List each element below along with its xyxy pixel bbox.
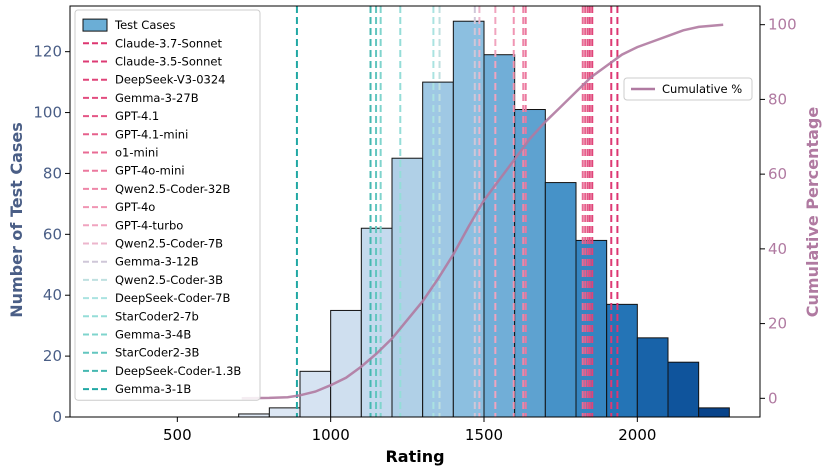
legend-label-test-cases: Test Cases: [114, 18, 175, 32]
y2-tick-label-80: 80: [768, 90, 787, 108]
legend-label-deepseek-coder-7b: DeepSeek-Coder-7B: [115, 291, 230, 305]
legend-label-gemma-3-4b: Gemma-3-4B: [115, 328, 191, 342]
y-tick-label-120: 120: [33, 43, 62, 61]
legend-label-deepseek-coder-1-3b: DeepSeek-Coder-1.3B: [115, 364, 241, 378]
legend2-box: [623, 77, 753, 101]
y2-tick-label-60: 60: [768, 165, 787, 183]
cumulative-percent-line: [241, 23, 724, 400]
legend-label-starcoder2-3b: StarCoder2-3B: [115, 346, 200, 360]
y-tick-label-60: 60: [43, 225, 62, 243]
y2-tick-label-40: 40: [768, 240, 787, 258]
legend-label-gpt-4-turbo: GPT-4-turbo: [115, 218, 183, 232]
histogram-bar-800: [268, 407, 301, 418]
histogram-bar-1500: [483, 54, 516, 418]
legend-label-qwen2-5-coder-32b: Qwen2.5-Coder-32B: [115, 182, 230, 196]
axes: 500 1000 1500 2000 0 20 40 60 80 100 120 0 20 40 60 80 1…: [33, 16, 796, 444]
y2-tick-label-100: 100: [768, 16, 797, 34]
legend-box: [74, 9, 261, 401]
x-axis-title: Rating: [385, 447, 444, 466]
histogram-bar-2100: [667, 361, 700, 418]
y-tick-label-0: 0: [52, 408, 62, 426]
legend-label-gemma-3-12b: Gemma-3-12B: [115, 255, 199, 269]
histogram-bar-1000: [330, 309, 362, 418]
x-tick-label-1000: 1000: [312, 426, 350, 444]
x-tick-label-2000: 2000: [618, 426, 656, 444]
legend-label-gpt-4-1: GPT-4.1: [115, 109, 159, 123]
legend-label-cumulative: Cumulative %: [662, 82, 742, 96]
legend-label-claude-3-5-sonnet: Claude-3.5-Sonnet: [115, 55, 223, 69]
y2-axis-title: Cumulative Percentage: [803, 107, 822, 318]
histogram-bar-1100: [360, 227, 393, 418]
histogram-bar-2000: [636, 337, 669, 418]
legend-cumulative: Cumulative %: [623, 77, 753, 101]
legend-label-starcoder2-7b: StarCoder2-7b: [115, 309, 199, 323]
histogram-bar-1700: [544, 182, 577, 418]
y-axis-title: Number of Test Cases: [7, 122, 26, 318]
histogram-bar-1200: [391, 157, 424, 418]
histogram-bar-2200: [698, 407, 730, 418]
legend-label-claude-3-7-sonnet: Claude-3.7-Sonnet: [115, 36, 223, 50]
y2-tick-label-20: 20: [768, 315, 787, 333]
legend-label-o1-mini: o1-mini: [115, 146, 158, 160]
legend-label-gemma-3-1b: Gemma-3-1B: [115, 382, 191, 396]
y-tick-label-20: 20: [43, 347, 62, 365]
legend-label-gpt-4o-mini: GPT-4o-mini: [115, 164, 185, 178]
x-tick-label-500: 500: [163, 426, 192, 444]
legend-label-gpt-4o: GPT-4o: [115, 200, 155, 214]
legend-swatch-test-cases: [82, 18, 108, 32]
legend-label-qwen2-5-coder-3b: Qwen2.5-Coder-3B: [115, 273, 223, 287]
y-tick-label-100: 100: [33, 104, 62, 122]
y-tick-label-80: 80: [43, 164, 62, 182]
x-tick-label-1500: 1500: [465, 426, 503, 444]
plot-frame: [69, 5, 761, 418]
cumulative-layer: [241, 23, 724, 400]
legend-main: Test Cases Claude-3.7-Sonnet Claude-3.5-So…: [74, 9, 261, 401]
y-tick-label-40: 40: [43, 286, 62, 304]
y2-tick-label-0: 0: [768, 389, 778, 407]
legend-label-deepseek-v3-0324: DeepSeek-V3-0324: [115, 73, 226, 87]
histogram-bar-1600: [514, 109, 546, 418]
histogram-bar-1300: [422, 81, 454, 418]
legend-label-gemma-3-27b: Gemma-3-27B: [115, 91, 199, 105]
legend-label-qwen2-5-coder-7b: Qwen2.5-Coder-7B: [115, 237, 223, 251]
legend-label-gpt-4-1-mini: GPT-4.1-mini: [115, 127, 188, 141]
model-rating-lines: [295, 6, 619, 417]
